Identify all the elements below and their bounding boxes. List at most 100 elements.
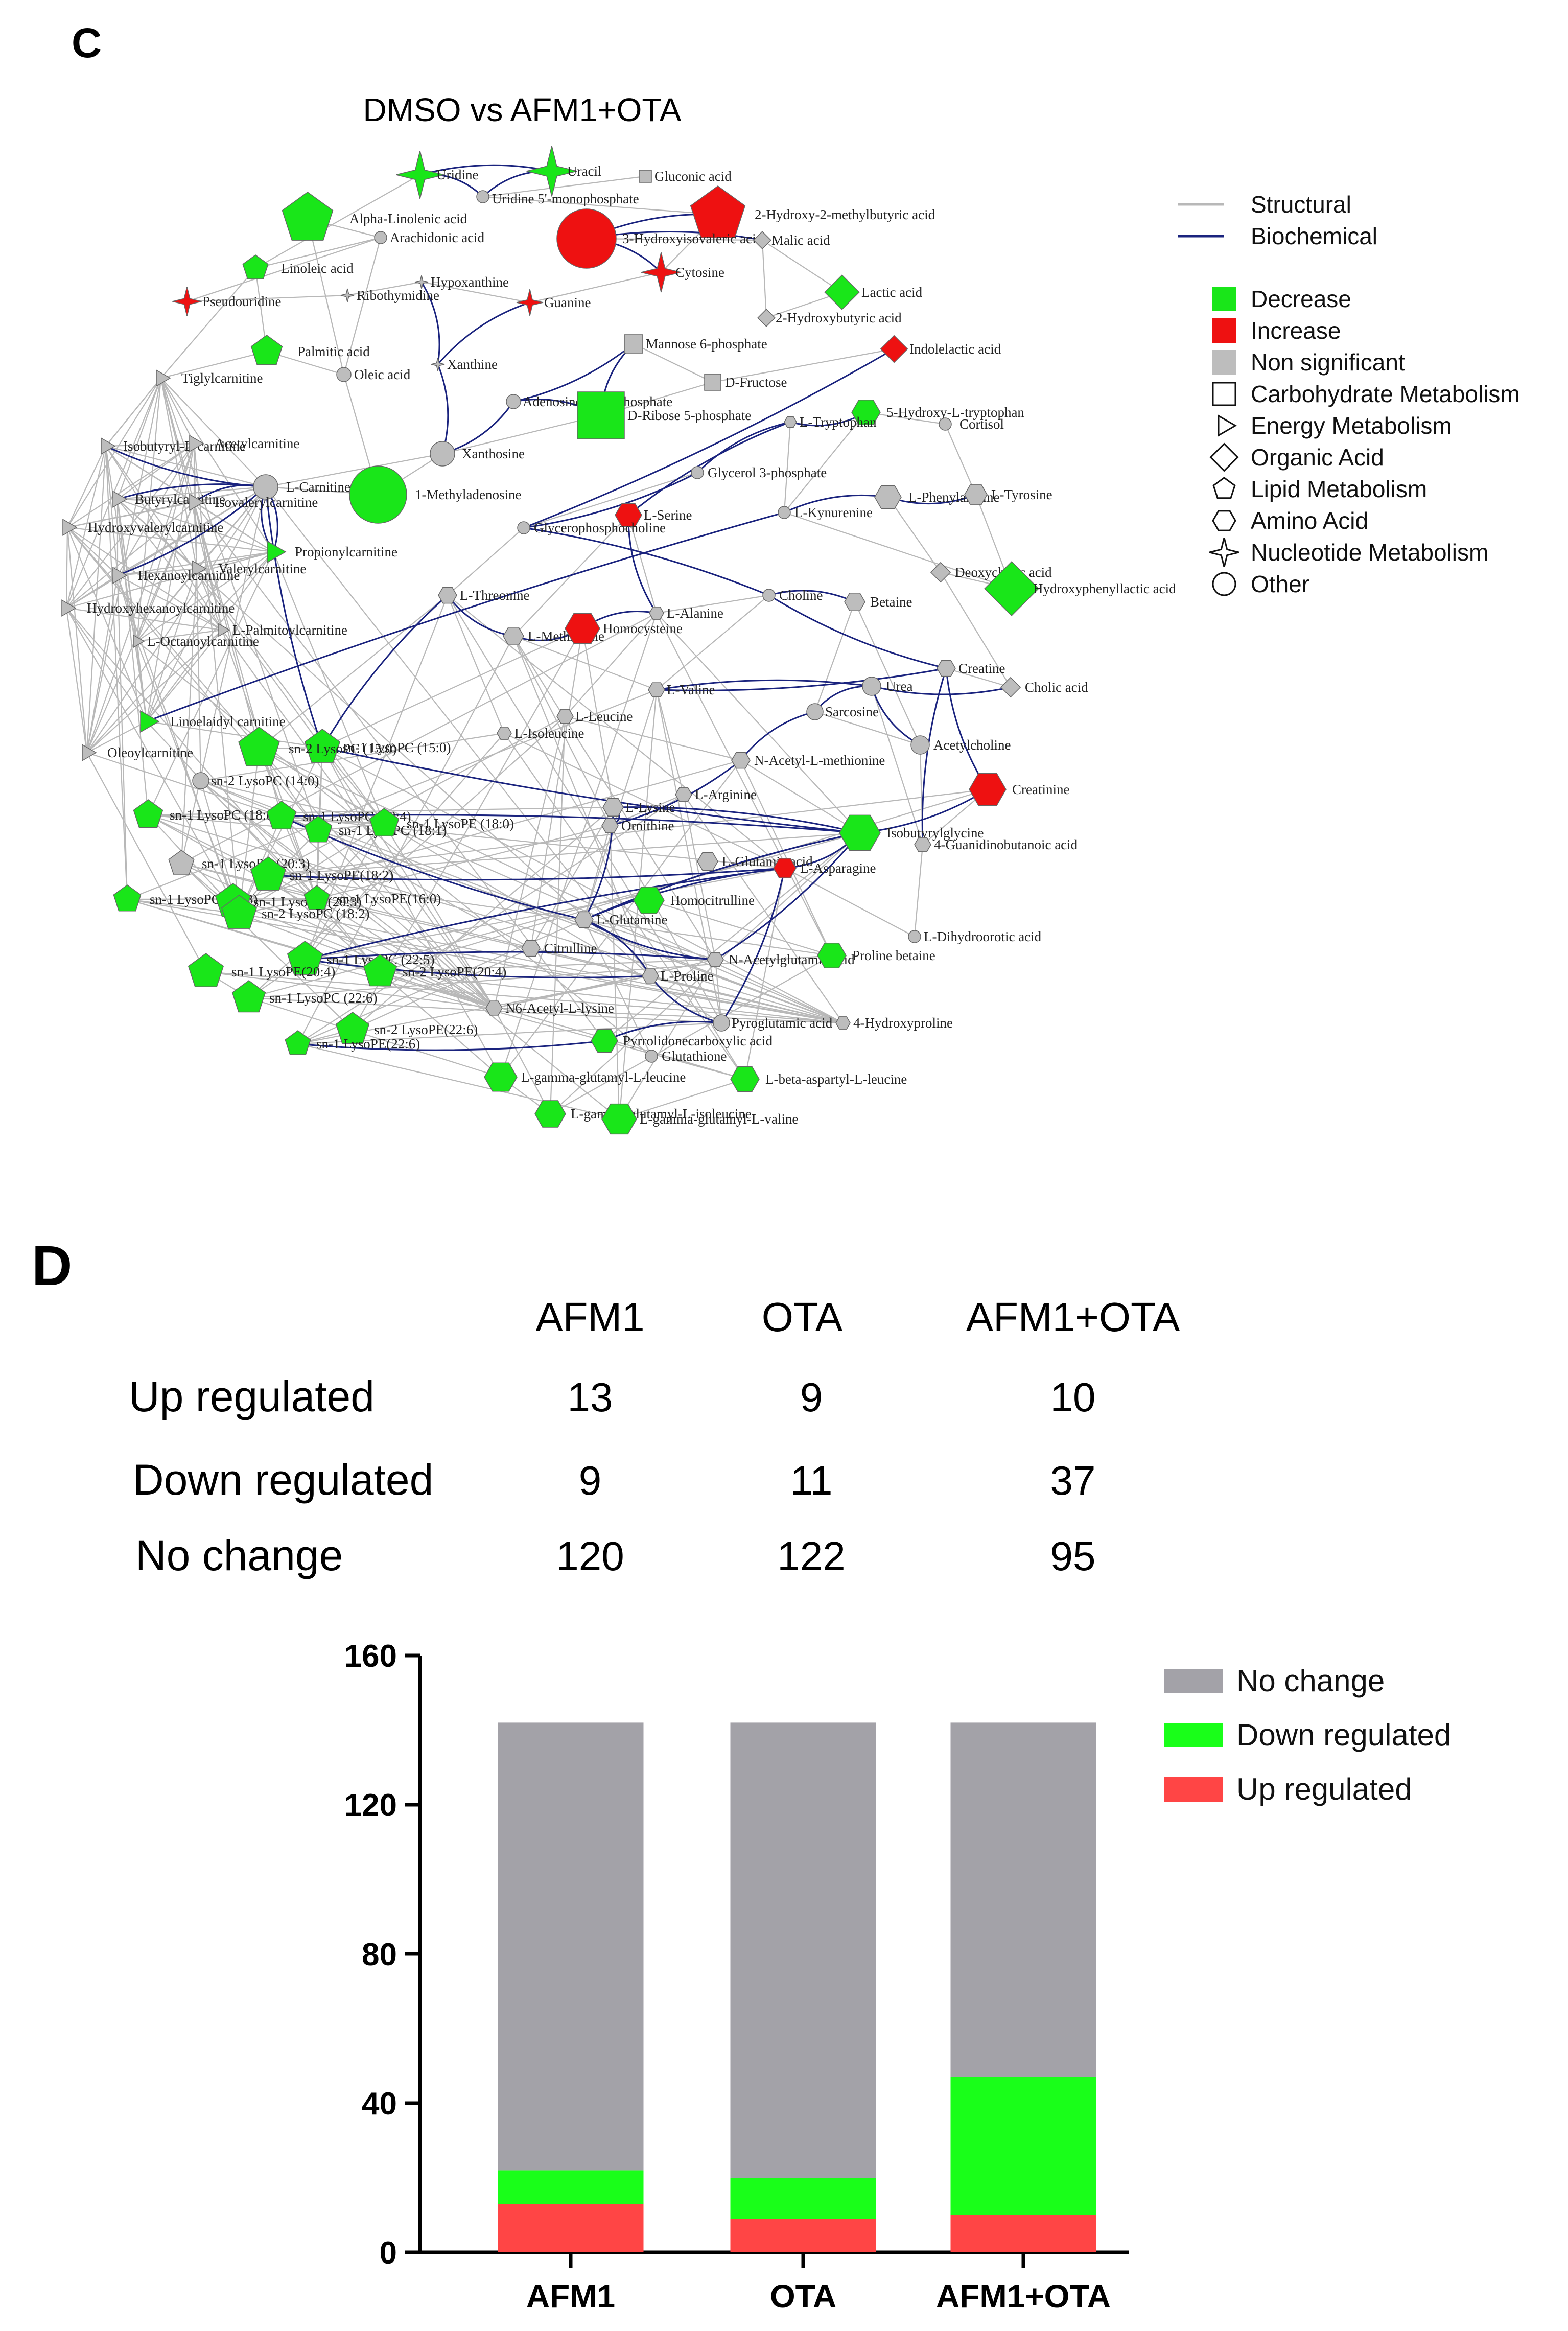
legend-shape-label: Amino Acid — [1251, 507, 1368, 534]
structural-edge — [160, 268, 256, 379]
structural-edge — [265, 453, 443, 488]
structural-edge — [442, 414, 601, 455]
hexagon-node-marker — [602, 798, 624, 817]
node-label: Uracil — [567, 164, 601, 179]
node-label: Hydroxyphenyllactic acid — [1033, 581, 1176, 596]
structural-edge — [127, 689, 657, 900]
node-label: L-Serine — [644, 507, 692, 523]
pentagon-node-marker — [303, 885, 330, 910]
network-node: sn-1 LysoPC (18:0) — [133, 799, 278, 828]
network-node: sn-2 LysoPC (15:0) — [238, 727, 397, 766]
biochemical-edge — [583, 919, 651, 976]
network-node: L-gamma-glutamyl-L-isoleucine — [534, 1100, 752, 1128]
network-node: Homocysteine — [565, 613, 683, 644]
pentagon-node-marker — [113, 884, 142, 912]
star-node-marker — [396, 151, 444, 199]
bar-legend-label: Down regulated — [1236, 1718, 1451, 1752]
count-table: AFM1 OTA AFM1+OTA Up regulated 13 9 10 Down reg… — [129, 1294, 1180, 1579]
structural-edge — [482, 196, 718, 216]
network-node: sn-1 LysoPE(22:6) — [285, 1030, 420, 1055]
node-label: Pyroglutamic acid — [732, 1015, 833, 1031]
structural-edge — [268, 716, 566, 876]
structural-edge — [146, 551, 274, 722]
network-node: 1-Methyladenosine — [349, 465, 521, 524]
network-node: Uracil — [526, 146, 601, 197]
structural-edge — [136, 629, 223, 642]
structural-edge — [160, 378, 195, 444]
network-node: 2-Hydroxybutyric acid — [757, 309, 902, 327]
node-label: sn-1 LysoPE (18:0) — [407, 816, 514, 831]
network-node: sn-2 LysoPC (18:2) — [221, 895, 370, 929]
hexagon-node-marker — [615, 503, 642, 527]
structural-edge — [86, 630, 223, 753]
node-label: L-Alanine — [667, 605, 723, 621]
network-node: Hexanoylcarnitine — [112, 567, 240, 584]
hexagon-node-marker — [964, 484, 988, 505]
structural-edge — [116, 378, 162, 500]
structural-edge — [248, 832, 860, 999]
structural-edge — [280, 816, 318, 899]
node-label: Arachidonic acid — [390, 230, 485, 245]
node-label: sn-2 LysoPC (18:2) — [262, 906, 370, 921]
pentagon-node-marker — [168, 850, 195, 875]
table-cell: 9 — [800, 1374, 823, 1420]
biochemical-edge — [117, 483, 266, 500]
structural-edge — [318, 830, 531, 949]
biochemical-edge — [720, 868, 786, 1023]
structural-edge — [297, 1043, 620, 1120]
network-node: Citrulline — [521, 940, 597, 957]
biochemical-edge — [627, 515, 658, 614]
hexagon-node-marker — [773, 858, 797, 878]
structural-edge — [105, 378, 161, 447]
network-node: L-gamma-glutamyl-L-leucine — [484, 1062, 686, 1092]
node-label: sn-1 LysoPE(22:6) — [316, 1036, 420, 1052]
circle-node-marker — [349, 465, 407, 524]
structural-edge — [117, 498, 195, 503]
legend-diamond-icon — [1209, 442, 1239, 472]
biochemical-edge — [322, 747, 860, 834]
structural-edge — [67, 443, 195, 528]
structural-edge — [513, 635, 657, 691]
structural-edge — [619, 1078, 745, 1120]
legend-star-icon — [1209, 538, 1239, 567]
biochemical-edge — [604, 1021, 722, 1042]
pentagon-node-marker — [690, 185, 746, 239]
triangle-node-marker — [62, 519, 78, 536]
network-node: Deoxycholic acid — [930, 562, 1052, 583]
network-node: Betaine — [844, 592, 912, 612]
structural-edge — [66, 608, 233, 902]
structural-edge — [66, 502, 195, 609]
structural-edge — [67, 378, 161, 528]
node-label: sn-2 LysoPE(20:4) — [403, 964, 506, 980]
table-cell: 120 — [556, 1533, 624, 1579]
biochemical-edge — [437, 301, 530, 365]
network-node: N6-Acetyl-L-lysine — [485, 1000, 614, 1016]
network-node: L-Valine — [648, 682, 715, 697]
table-cell: 9 — [579, 1458, 602, 1503]
biochemical-edge — [305, 951, 716, 961]
node-label: sn-1 LysoPE(16:0) — [337, 891, 441, 906]
network-node: L-Tryptophan — [784, 414, 877, 430]
structural-edge — [814, 711, 921, 746]
structural-edge — [232, 901, 495, 1009]
network-node: Hydroxyvalerylcarnitine — [62, 519, 223, 536]
structural-edge — [146, 486, 266, 722]
hexagon-node-marker — [485, 1000, 503, 1016]
node-label: Proline betaine — [852, 948, 935, 963]
network-node: 4-Guanidinobutanoic acid — [914, 837, 1078, 852]
triangle-node-marker — [61, 599, 77, 617]
structural-edge — [944, 424, 977, 495]
structural-edge — [66, 608, 381, 972]
structural-edge — [619, 959, 716, 1120]
structural-edge — [549, 716, 566, 1114]
structural-edge — [380, 959, 716, 973]
structural-edge — [268, 874, 832, 957]
hexagon-node-marker — [851, 400, 881, 425]
node-label: Butyrylcarnitine — [135, 492, 225, 507]
node-label: Isovalerylcarnitine — [215, 495, 318, 510]
diamond-node-marker — [1000, 677, 1021, 698]
legend-color-swatch — [1212, 287, 1236, 311]
network-node: Sarcosine — [806, 703, 879, 720]
node-label: Palmitic acid — [297, 344, 370, 359]
hexagon-node-marker — [484, 1062, 518, 1092]
